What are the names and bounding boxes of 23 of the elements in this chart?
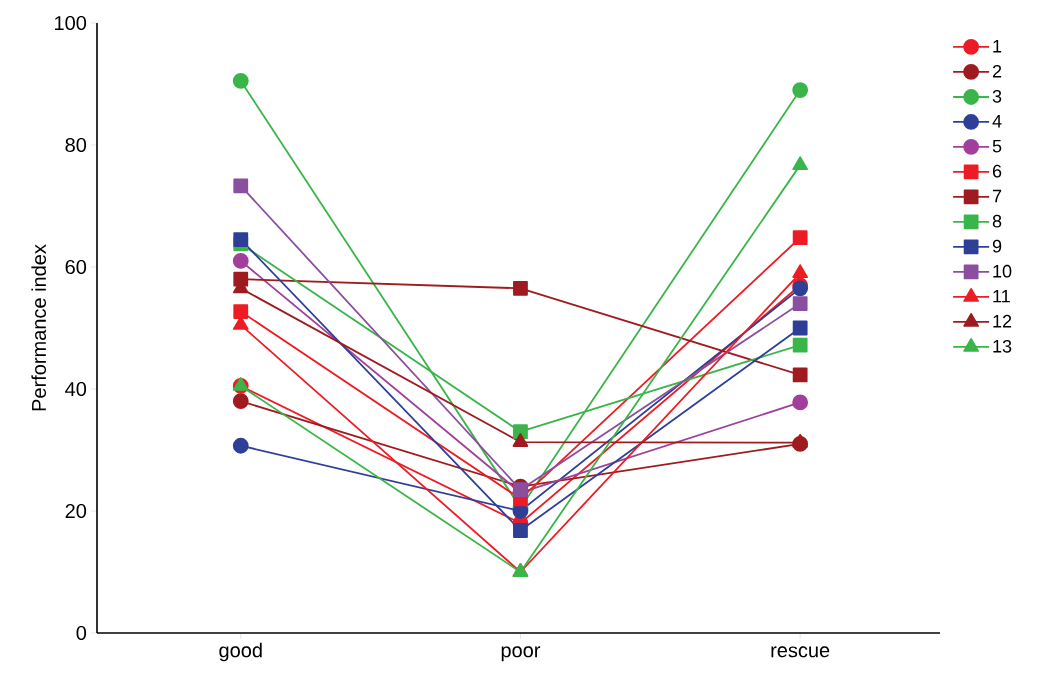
legend-label: 9	[992, 239, 1002, 253]
y-tick-label: 40	[65, 381, 87, 397]
x-tick-label: poor	[501, 646, 541, 662]
legend-label: 10	[993, 264, 1012, 278]
y-tick-label: 20	[65, 503, 87, 519]
legend-label: 7	[992, 189, 1002, 203]
legend-label: 4	[992, 115, 1002, 128]
y-tick-label: 0	[76, 625, 87, 641]
legend-label: 12	[993, 314, 1012, 328]
legend-label: 3	[992, 89, 1002, 103]
legend-label: 11	[993, 289, 1010, 303]
y-tick-label: 80	[65, 137, 87, 153]
legend-label: 5	[992, 139, 1002, 153]
legend-label: 6	[992, 164, 1002, 178]
x-tick-label: rescue	[771, 646, 830, 658]
legend-label: 2	[992, 64, 1002, 78]
y-axis-title: Performance index	[31, 244, 47, 411]
x-tick-label: good	[219, 642, 262, 662]
legend-label: 8	[992, 214, 1002, 228]
y-tick-label: 100	[55, 15, 87, 31]
y-tick-label: 60	[65, 259, 87, 275]
legend-label: 1	[993, 40, 1002, 53]
legend-label: 13	[993, 339, 1012, 353]
